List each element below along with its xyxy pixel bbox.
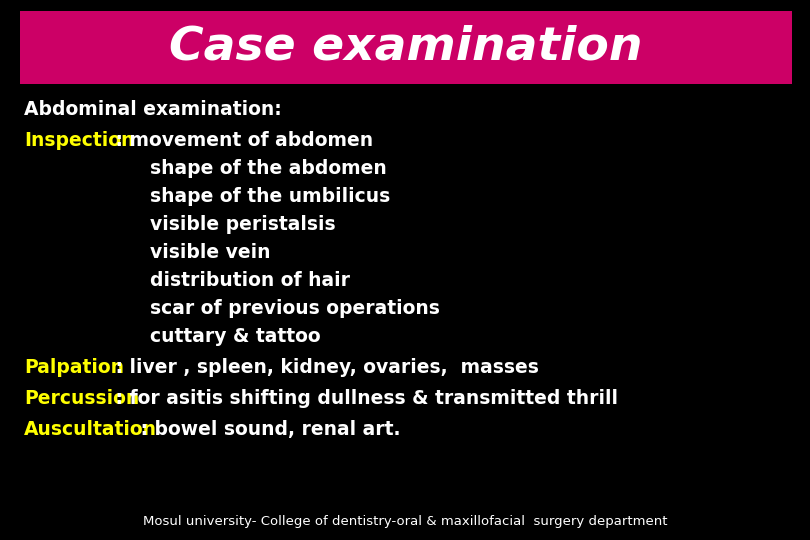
Text: Inspection: Inspection [24, 131, 134, 150]
Text: : liver , spleen, kidney, ovaries,  masses: : liver , spleen, kidney, ovaries, masse… [109, 358, 539, 377]
Text: distribution of hair: distribution of hair [150, 271, 350, 290]
Text: Abdominal examination:: Abdominal examination: [24, 100, 282, 119]
Text: Palpation: Palpation [24, 358, 124, 377]
FancyBboxPatch shape [20, 11, 792, 84]
Text: shape of the abdomen: shape of the abdomen [150, 159, 386, 178]
Text: Percussion: Percussion [24, 389, 139, 408]
Text: Auscultation: Auscultation [24, 420, 157, 438]
Text: scar of previous operations: scar of previous operations [150, 299, 440, 318]
Text: cuttary & tattoo: cuttary & tattoo [150, 327, 321, 346]
Text: visible peristalsis: visible peristalsis [150, 215, 335, 234]
Text: : bowel sound, renal art.: : bowel sound, renal art. [134, 420, 400, 438]
Text: Case examination: Case examination [169, 25, 643, 70]
Text: Mosul university- College of dentistry-oral & maxillofacial  surgery department: Mosul university- College of dentistry-o… [143, 515, 667, 528]
Text: shape of the umbilicus: shape of the umbilicus [150, 187, 390, 206]
Text: : movement of abdomen: : movement of abdomen [109, 131, 373, 150]
Text: visible vein: visible vein [150, 243, 271, 262]
Text: : for asitis shifting dullness & transmitted thrill: : for asitis shifting dullness & transmi… [109, 389, 618, 408]
